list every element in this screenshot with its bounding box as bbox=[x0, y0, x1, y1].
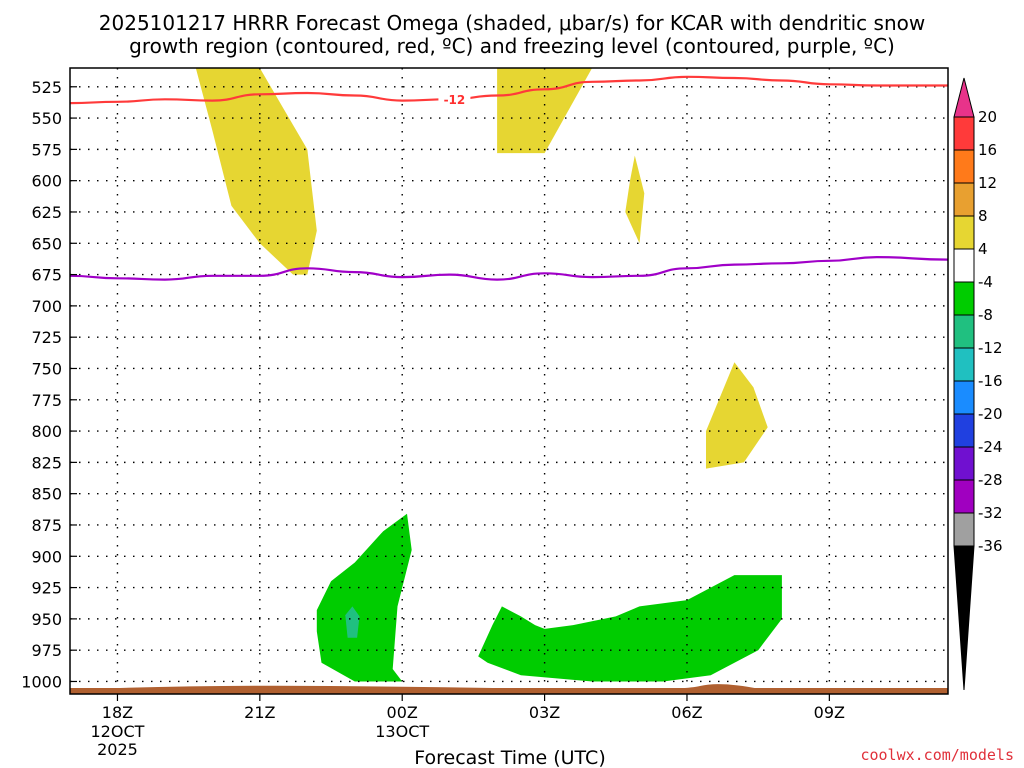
y-tick-label: 675 bbox=[31, 266, 62, 285]
x-tick-label: 18Z bbox=[102, 703, 133, 722]
colorbar-label: -32 bbox=[978, 504, 1003, 522]
colorbar-segment bbox=[953, 545, 975, 691]
y-tick-label: 550 bbox=[31, 109, 62, 128]
y-tick-label: 1000 bbox=[21, 672, 62, 691]
colorbar-legend: 20 16 12 8 4 -4 -8 -12 -16 -20 -24 -28 -32 -36 bbox=[953, 77, 1003, 691]
ground-bump bbox=[120, 684, 760, 690]
y-axis-ticks: 525 550 575 600 625 650 675 700 725 750 775 800 825 8… bbox=[21, 78, 77, 691]
colorbar-segment bbox=[953, 413, 975, 448]
colorbar-label: -8 bbox=[978, 306, 993, 324]
x-tick-date: 13OCT bbox=[375, 722, 429, 741]
y-tick-label: 800 bbox=[31, 422, 62, 441]
green-area-1 bbox=[316, 513, 412, 682]
y-tick-label: 750 bbox=[31, 359, 62, 378]
y-tick-label: 900 bbox=[31, 547, 62, 566]
colorbar-segment bbox=[953, 248, 975, 283]
y-tick-label: 950 bbox=[31, 610, 62, 629]
colorbar-label: -20 bbox=[978, 405, 1003, 423]
colorbar-label: 16 bbox=[978, 141, 997, 159]
y-tick-label: 625 bbox=[31, 203, 62, 222]
colorbar-segment bbox=[953, 446, 975, 481]
chart-title-line-2: growth region (contoured, red, ºC) and f… bbox=[129, 34, 895, 58]
teal-area-1 bbox=[345, 606, 360, 638]
colorbar-label: -36 bbox=[978, 537, 1003, 555]
colorbar-segment bbox=[953, 281, 975, 316]
y-tick-label: 875 bbox=[31, 516, 62, 535]
contour-label-bg bbox=[438, 91, 471, 107]
x-tick-year: 2025 bbox=[97, 740, 138, 759]
y-tick-label: 850 bbox=[31, 485, 62, 504]
colorbar-segment bbox=[953, 149, 975, 184]
colorbar-label: -24 bbox=[978, 438, 1003, 456]
yellow-area-4 bbox=[706, 362, 768, 469]
x-tick-label: 00Z bbox=[387, 703, 418, 722]
x-tick-label: 03Z bbox=[529, 703, 560, 722]
colorbar-segment bbox=[953, 314, 975, 349]
colorbar-label: 8 bbox=[978, 207, 988, 225]
colorbar-segment bbox=[953, 215, 975, 250]
colorbar-label: -16 bbox=[978, 372, 1003, 390]
yellow-area-2 bbox=[497, 68, 593, 154]
x-tick-label: 21Z bbox=[244, 703, 275, 722]
y-tick-label: 925 bbox=[31, 579, 62, 598]
yellow-area-3 bbox=[625, 155, 645, 244]
colorbar-segment bbox=[953, 77, 975, 118]
colorbar-segment bbox=[953, 380, 975, 415]
gridlines bbox=[70, 68, 948, 694]
y-tick-label: 600 bbox=[31, 172, 62, 191]
contour-label: -12 bbox=[444, 93, 466, 107]
y-tick-label: 775 bbox=[31, 391, 62, 410]
green-area-2 bbox=[478, 575, 782, 682]
ground-strip bbox=[70, 688, 948, 694]
freezing-level-contour bbox=[70, 255, 948, 281]
colorbar-label: 4 bbox=[978, 240, 988, 258]
omega-shaded-areas bbox=[195, 68, 782, 682]
y-tick-label: 700 bbox=[31, 297, 62, 316]
y-tick-label: 650 bbox=[31, 234, 62, 253]
colorbar-segment bbox=[953, 182, 975, 217]
y-tick-label: 825 bbox=[31, 453, 62, 472]
colorbar-label: -28 bbox=[978, 471, 1003, 489]
contour-lines: -12 bbox=[70, 75, 948, 281]
x-tick-label: 09Z bbox=[814, 703, 845, 722]
y-tick-label: 525 bbox=[31, 78, 62, 97]
plot-frame bbox=[69, 67, 949, 695]
y-tick-label: 575 bbox=[31, 140, 62, 159]
snow-growth-contour bbox=[70, 75, 948, 105]
y-tick-label: 975 bbox=[31, 641, 62, 660]
x-tick-label: 06Z bbox=[671, 703, 702, 722]
colorbar-segment bbox=[953, 479, 975, 514]
x-axis-label: Forecast Time (UTC) bbox=[414, 747, 605, 768]
credit-text: coolwx.com/models bbox=[860, 746, 1014, 764]
colorbar-segment bbox=[953, 116, 975, 151]
colorbar-segment bbox=[953, 512, 975, 547]
yellow-area-1 bbox=[195, 68, 317, 275]
colorbar-label: 12 bbox=[978, 174, 997, 192]
ground-terrain bbox=[70, 684, 948, 694]
colorbar-segment bbox=[953, 347, 975, 382]
chart-title-line-1: 2025101217 HRRR Forecast Omega (shaded, … bbox=[99, 11, 925, 35]
y-tick-label: 725 bbox=[31, 328, 62, 347]
colorbar-label: -4 bbox=[978, 273, 993, 291]
colorbar-label: -12 bbox=[978, 339, 1003, 357]
x-tick-date: 12OCT bbox=[91, 722, 145, 741]
colorbar-label: 20 bbox=[978, 108, 997, 126]
